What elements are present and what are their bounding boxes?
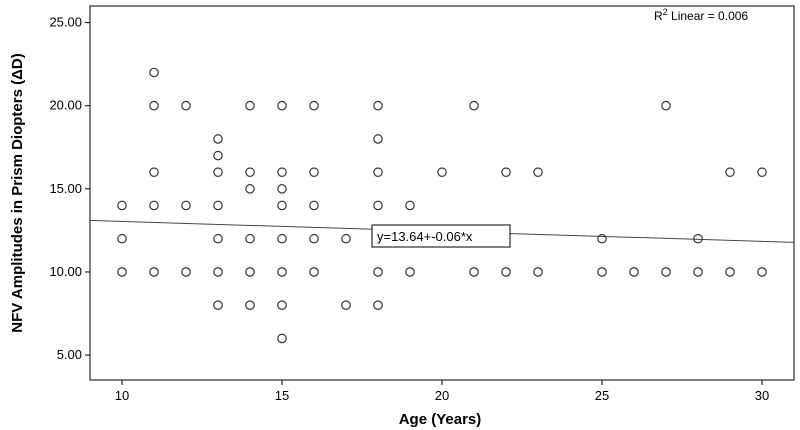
data-point (533, 267, 543, 277)
x-axis: 10 15 20 25 30 (115, 380, 769, 403)
data-point (277, 100, 287, 111)
data-point (277, 300, 287, 310)
data-point (533, 167, 543, 178)
x-tick-label: 25 (595, 388, 609, 403)
equation-box-frame (371, 224, 511, 248)
data-point (309, 200, 319, 211)
x-tick-label: 15 (275, 388, 289, 403)
data-point (213, 300, 223, 310)
equation-box: y=13.64+-0.06*x (371, 224, 511, 248)
data-point (309, 100, 319, 111)
data-point (117, 267, 127, 277)
data-point (725, 267, 735, 277)
data-point (341, 233, 351, 244)
data-point (373, 134, 383, 144)
data-point (213, 134, 223, 144)
data-point (437, 167, 447, 178)
data-point (117, 200, 127, 211)
data-point (181, 200, 191, 211)
data-point (661, 100, 671, 111)
y-tick-label: 5.00 (57, 347, 82, 362)
plot-frame (89, 5, 795, 381)
data-point (277, 267, 287, 277)
data-point (277, 200, 287, 211)
data-point (693, 233, 703, 244)
data-point (149, 67, 159, 78)
data-point (373, 200, 383, 211)
data-point (213, 200, 223, 211)
data-point (757, 167, 767, 178)
data-point (245, 184, 255, 194)
data-point (661, 267, 671, 277)
data-point (245, 233, 255, 244)
y-tick-label: 20.00 (49, 98, 82, 113)
data-point (405, 267, 415, 277)
data-point (213, 267, 223, 277)
x-tick-label: 30 (755, 388, 769, 403)
data-point (277, 184, 287, 194)
y-tick-label: 15.00 (49, 181, 82, 196)
data-point (597, 267, 607, 277)
data-point (277, 167, 287, 178)
data-point (373, 100, 383, 111)
data-point (597, 233, 607, 244)
data-point (501, 167, 511, 178)
data-point (245, 267, 255, 277)
data-point (149, 100, 159, 111)
data-point (245, 100, 255, 111)
data-point (469, 100, 479, 111)
data-point (213, 167, 223, 178)
data-point (501, 267, 511, 277)
data-point (629, 267, 639, 277)
x-axis-label: Age (Years) (399, 411, 482, 428)
data-point (693, 267, 703, 277)
data-point (277, 233, 287, 244)
data-points (117, 67, 767, 344)
data-point (469, 267, 479, 277)
data-point (405, 200, 415, 211)
data-point (117, 233, 127, 244)
y-tick-label: 10.00 (49, 264, 82, 279)
data-point (373, 167, 383, 178)
data-point (213, 150, 223, 161)
data-point (757, 267, 767, 277)
r2-label: R2 Linear = 0.006 (654, 7, 748, 23)
data-point (245, 300, 255, 310)
x-tick-label: 20 (435, 388, 449, 403)
equation-label: y=13.64+-0.06*x (377, 229, 473, 244)
data-point (149, 200, 159, 211)
data-point (373, 267, 383, 277)
data-point (373, 300, 383, 310)
data-point (149, 167, 159, 178)
data-point (309, 267, 319, 277)
data-point (309, 167, 319, 178)
y-axis-label: NFV Amplitudes in Prism Diopters (ΔD) (9, 53, 26, 332)
x-tick-label: 10 (115, 388, 129, 403)
data-point (245, 167, 255, 178)
data-point (277, 333, 287, 344)
y-tick-label: 25.00 (49, 15, 82, 30)
y-axis: 5.00 10.00 15.00 20.00 25.00 (49, 15, 90, 362)
data-point (309, 233, 319, 244)
data-point (213, 233, 223, 244)
data-point (725, 167, 735, 178)
data-point (181, 267, 191, 277)
data-point (181, 100, 191, 111)
data-point (341, 300, 351, 310)
data-point (149, 267, 159, 277)
